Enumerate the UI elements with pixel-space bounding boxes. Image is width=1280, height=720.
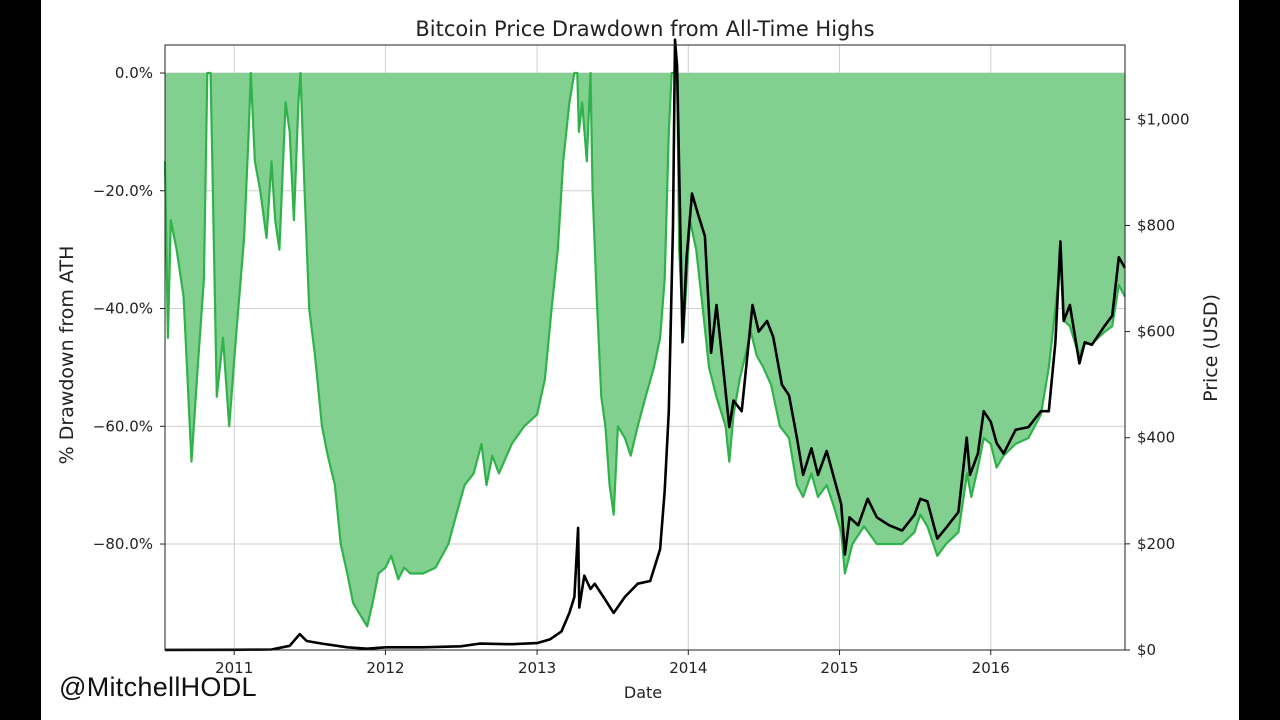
y-tick-label: −20.0%: [93, 182, 153, 200]
y-tick-label: 0.0%: [115, 64, 153, 82]
y-right-tick-label: $800: [1137, 216, 1175, 234]
y-right-tick-label: $600: [1137, 323, 1175, 341]
price-line: [164, 38, 1127, 652]
x-tick-label: 2014: [669, 659, 707, 677]
left-axis: 0.0% −20.0% −40.0% −60.0% −80.0%: [93, 64, 165, 553]
y-tick-label: −40.0%: [93, 300, 153, 318]
y-axis-label: % Drawdown from ATH: [56, 246, 78, 465]
x-tick-label: 2016: [972, 659, 1010, 677]
y-right-tick-label: $200: [1137, 535, 1175, 553]
x-tick-label: 2015: [820, 659, 858, 677]
y-right-tick-label: $1,000: [1137, 110, 1190, 128]
chart-frame: 0.0% −20.0% −40.0% −60.0% −80.0% $0 $200 $400 $…: [41, 0, 1239, 720]
drawdown-line: [163, 71, 1126, 628]
x-tick-label: 2012: [366, 659, 404, 677]
y-right-tick-label: $400: [1137, 429, 1175, 447]
right-axis: $0 $200 $400 $600 $800 $1,000: [1125, 110, 1190, 659]
y-axis-label-right: Price (USD): [1200, 294, 1222, 402]
plot-border: [164, 44, 1126, 651]
y-right-tick-label: $0: [1137, 641, 1156, 659]
x-axis-label: Date: [624, 683, 662, 702]
drawdown-area: [165, 73, 1125, 627]
x-tick-label: 2011: [215, 659, 253, 677]
y-tick-label: −80.0%: [93, 535, 153, 553]
x-tick-label: 2013: [518, 659, 556, 677]
watermark: @MitchellHODL: [59, 672, 257, 702]
chart-title: Bitcoin Price Drawdown from All-Time Hig…: [415, 17, 874, 41]
x-axis: 2011 2012 2013 2014 2015 2016: [215, 650, 1010, 677]
drawdown-chart: 0.0%−20.0%−40.0%−60.0%−80.0% $0$200$400$…: [56, 17, 1222, 702]
y-tick-label: −60.0%: [93, 417, 153, 435]
